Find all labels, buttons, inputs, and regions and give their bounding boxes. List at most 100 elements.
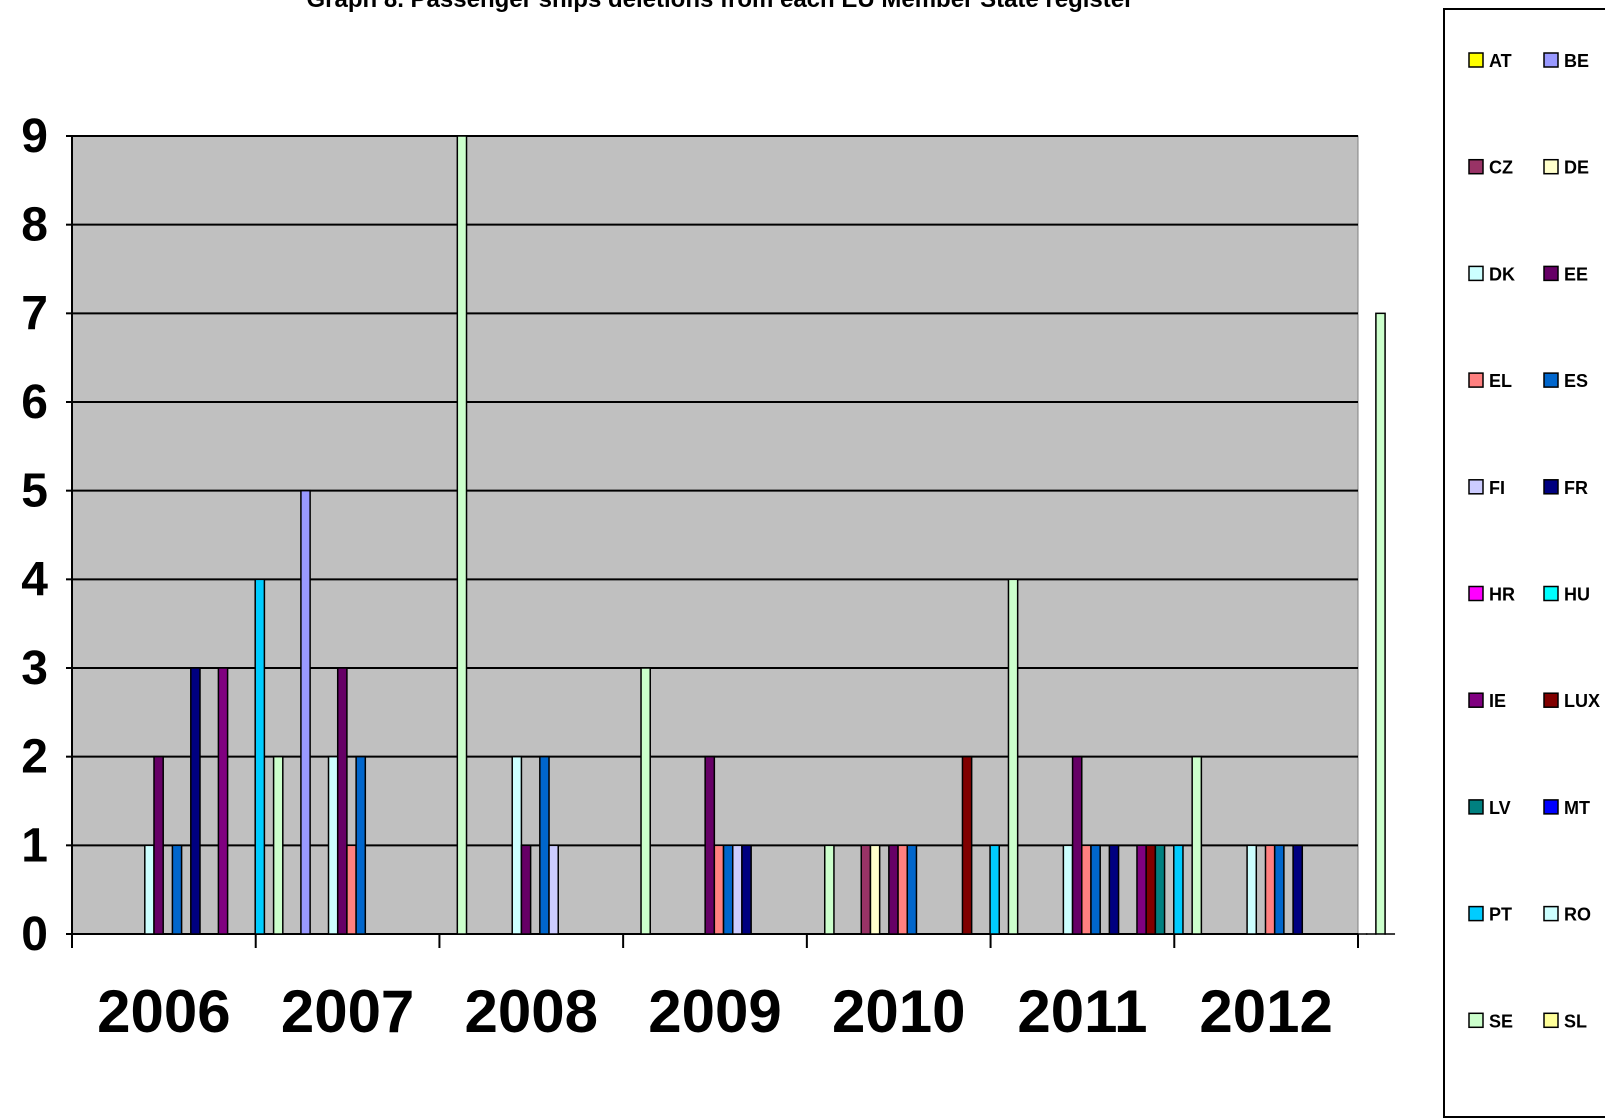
x-tick-label: 2007 [281,978,414,1045]
bar-dk-2011 [1063,845,1072,934]
legend-label-se: SE [1489,1011,1513,1031]
bar-es-2007 [356,757,365,934]
x-tick-label: 2009 [648,978,781,1045]
bar-lv-2011 [1155,845,1164,934]
bar-se-2008 [641,668,650,934]
legend-label-fr: FR [1564,478,1588,498]
bar-se-2006 [274,757,283,934]
legend-swatch-ro [1544,907,1558,921]
legend-label-ro: RO [1564,905,1591,925]
x-tick-label: 2006 [97,978,230,1045]
legend-swatch-mt [1544,800,1558,814]
legend-label-ee: EE [1564,264,1588,284]
legend-swatch-cz [1469,160,1483,174]
legend-swatch-de [1544,160,1558,174]
bar-se-2010 [1008,579,1017,934]
legend-label-fi: FI [1489,478,1505,498]
bar-lux-2010 [962,757,971,934]
bar-pt-2006 [255,579,264,934]
legend-label-hu: HU [1564,585,1590,605]
bar-ee-2011 [1073,757,1082,934]
legend-label-mt: MT [1564,798,1590,818]
bar-dk-2007 [329,757,338,934]
legend-swatch-be [1544,53,1558,67]
bar-de-2010 [870,845,879,934]
bar-es-2010 [907,845,916,934]
bar-el-2010 [898,845,907,934]
y-tick-label: 3 [21,642,48,695]
y-tick-label: 9 [21,110,48,163]
legend-swatch-fi [1469,480,1483,494]
bar-dk-2006 [145,845,154,934]
legend-label-at: AT [1489,51,1512,71]
bar-ee-2008 [521,845,530,934]
legend-swatch-hr [1469,587,1483,601]
bar-fr-2011 [1109,845,1118,934]
y-tick-label: 2 [21,731,48,784]
x-tick-label: 2011 [1017,978,1147,1045]
bar-ee-2007 [338,668,347,934]
legend-swatch-lux [1544,693,1558,707]
legend-label-hr: HR [1489,585,1515,605]
y-tick-label: 7 [21,287,48,340]
legend-swatch-ie [1469,693,1483,707]
bar-se-2011 [1192,757,1201,934]
legend-label-sl: SL [1564,1011,1587,1031]
y-tick-label: 4 [21,553,48,606]
bar-el-2011 [1082,845,1091,934]
bar-fr-2006 [191,668,200,934]
legend-label-ie: IE [1489,691,1506,711]
bar-lux-2011 [1146,845,1155,934]
bar-fr-2009 [742,845,751,934]
bar-es-2012 [1275,845,1284,934]
bar-fi-2009 [733,845,742,934]
y-tick-label: 1 [21,819,48,872]
legend-label-be: BE [1564,51,1589,71]
bar-fi-2008 [549,845,558,934]
y-tick-label: 0 [21,908,48,961]
y-tick-label: 5 [21,465,48,518]
legend-label-de: DE [1564,158,1589,178]
bar-ee-2006 [154,757,163,934]
bar-pt-2011 [1174,845,1183,934]
bar-cz-2010 [861,845,870,934]
bar-se-2012 [1376,313,1385,934]
x-tick-label: 2008 [465,978,598,1045]
bar-es-2009 [724,845,733,934]
legend-swatch-hu [1544,587,1558,601]
x-tick-label: 2012 [1199,978,1332,1045]
bar-se-2009 [825,845,834,934]
bar-ee-2009 [705,757,714,934]
legend-swatch-es [1544,373,1558,387]
legend-label-dk: DK [1489,264,1515,284]
legend-swatch-pt [1469,907,1483,921]
bar-es-2006 [172,845,181,934]
bar-ie-2006 [218,668,227,934]
legend-label-lux: LUX [1564,691,1600,711]
legend-swatch-lv [1469,800,1483,814]
legend-label-lv: LV [1489,798,1511,818]
legend-label-cz: CZ [1489,158,1513,178]
bar-fr-2012 [1293,845,1302,934]
bar-el-2012 [1265,845,1274,934]
bar-ie-2011 [1137,845,1146,934]
legend-swatch-at [1469,53,1483,67]
legend-swatch-dk [1469,266,1483,280]
legend-swatch-fr [1544,480,1558,494]
legend-label-es: ES [1564,371,1588,391]
legend-swatch-ee [1544,266,1558,280]
bar-dk-2012 [1247,845,1256,934]
legend-label-el: EL [1489,371,1512,391]
legend-label-pt: PT [1489,905,1512,925]
legend-swatch-se [1469,1013,1483,1027]
legend-swatch-el [1469,373,1483,387]
bar-ee-2010 [889,845,898,934]
bar-es-2008 [540,757,549,934]
y-tick-label: 8 [21,199,48,252]
bar-es-2011 [1091,845,1100,934]
x-tick-label: 2010 [832,978,965,1045]
bar-el-2009 [714,845,723,934]
y-tick-label: 6 [21,376,48,429]
legend-swatch-sl [1544,1013,1558,1027]
